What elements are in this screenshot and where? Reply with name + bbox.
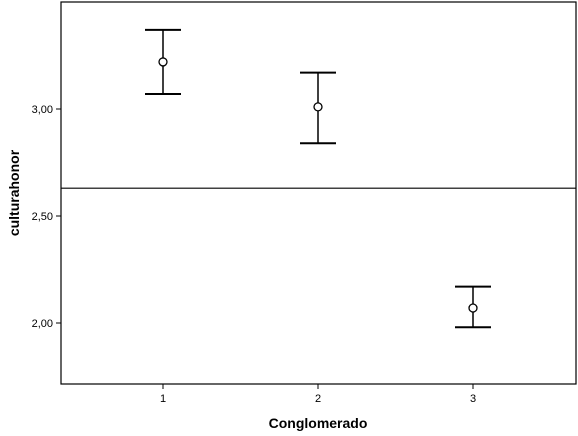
mean-point [158,57,168,67]
x-tick-label: 3 [470,393,476,405]
mean-point [313,102,323,112]
x-tick-label: 1 [160,393,166,405]
y-tick-label: 2,00 [32,318,53,330]
error-bars [145,28,491,329]
x-tick-label: 2 [315,393,321,405]
y-axis: 2,00 2,50 3,00 [32,104,61,330]
error-bar-group [455,285,491,329]
y-tick-label: 2,50 [32,211,53,223]
x-axis-title: Conglomerado [269,415,368,431]
mean-point [468,303,478,313]
error-bar-group [300,71,336,145]
plot-frame [60,1,577,385]
y-tick-label: 3,00 [32,104,53,116]
x-axis: 1 2 3 [160,384,476,405]
error-bar-group [145,28,181,96]
y-axis-title: culturahonor [6,149,22,236]
